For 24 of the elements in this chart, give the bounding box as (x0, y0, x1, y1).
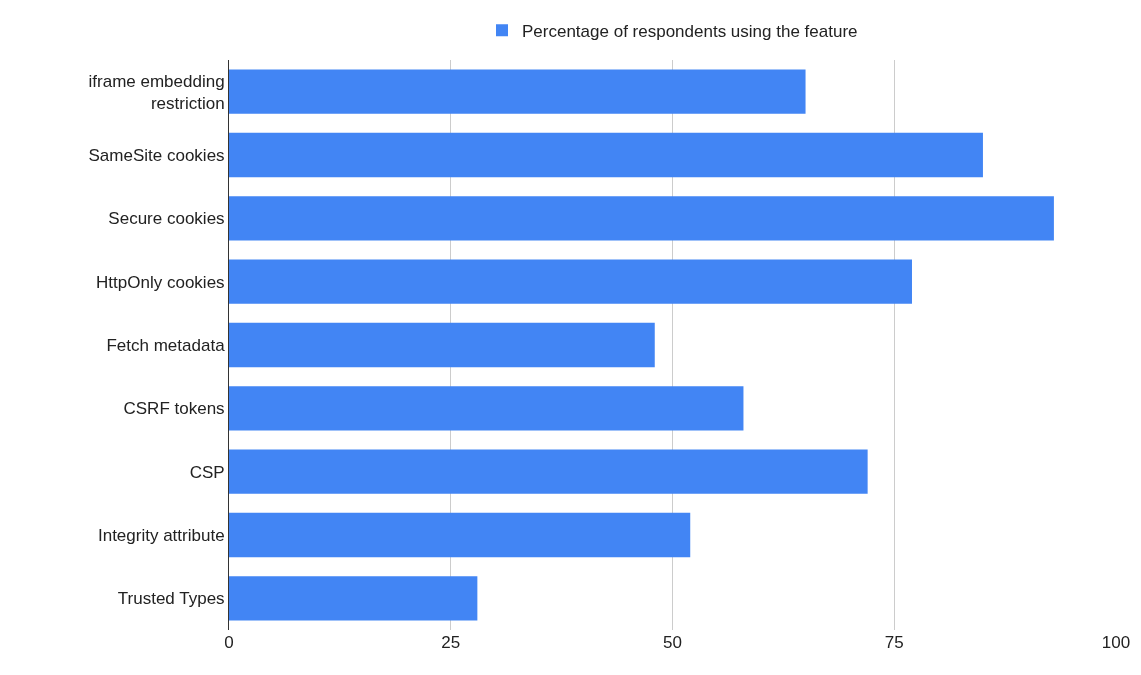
legend-label: Percentage of respondents using the feature (522, 21, 858, 41)
y-tick-label: Fetch metadata (106, 335, 226, 355)
bar (229, 322, 655, 368)
bar (229, 196, 1054, 241)
bar (229, 69, 806, 114)
bar (229, 259, 912, 304)
bar (229, 512, 691, 558)
x-tick-label: 25 (441, 633, 461, 652)
y-tick-label: CSP (189, 462, 225, 482)
y-tick-label: HttpOnly cookies (96, 272, 225, 292)
bar (229, 449, 868, 494)
x-tick-label: 75 (884, 633, 904, 652)
bar (229, 386, 744, 431)
y-tick-label: SameSite cookies (88, 145, 225, 165)
x-tick-label: 100 (1101, 633, 1131, 652)
x-tick-label: 0 (224, 633, 234, 652)
bar (229, 132, 983, 178)
y-tick-label: Secure cookies (108, 209, 225, 229)
y-tick-label: Integrity attribute (97, 525, 225, 545)
x-tick-label: 50 (663, 633, 682, 652)
y-tick-label: CSRF tokens (123, 399, 225, 419)
y-tick-label: Trusted Types (117, 589, 225, 609)
y-tick-label: iframe embedding restriction (88, 71, 225, 113)
bar (229, 576, 478, 621)
